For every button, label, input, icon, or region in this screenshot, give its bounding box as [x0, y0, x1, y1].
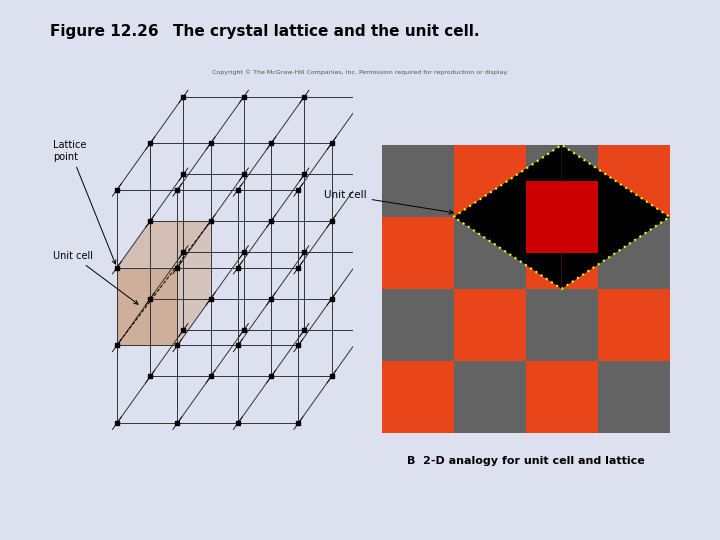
Bar: [526, 289, 598, 361]
Bar: [454, 289, 526, 361]
Bar: [526, 145, 598, 217]
Polygon shape: [562, 145, 670, 289]
Bar: [454, 361, 526, 433]
Bar: [454, 217, 526, 289]
Bar: [382, 361, 454, 433]
Polygon shape: [454, 145, 562, 289]
Text: Figure 12.26: Figure 12.26: [50, 24, 159, 39]
Bar: [598, 289, 670, 361]
Bar: [526, 361, 598, 433]
Text: Unit cell: Unit cell: [324, 190, 454, 214]
Bar: [382, 145, 454, 217]
Polygon shape: [117, 221, 211, 268]
Bar: [382, 289, 454, 361]
Text: Lattice
point: Lattice point: [53, 140, 116, 264]
Text: The crystal lattice and the unit cell.: The crystal lattice and the unit cell.: [173, 24, 480, 39]
Bar: [526, 217, 598, 289]
Bar: [526, 181, 598, 253]
Bar: [382, 217, 454, 289]
Polygon shape: [177, 221, 211, 346]
Bar: [598, 145, 670, 217]
Bar: [454, 145, 526, 217]
Polygon shape: [117, 268, 177, 346]
Bar: [598, 361, 670, 433]
Bar: [598, 217, 670, 289]
Text: B  2-D analogy for unit cell and lattice: B 2-D analogy for unit cell and lattice: [407, 456, 644, 466]
Text: Copyright © The McGraw-Hill Companies, Inc. Permission required for reproduction: Copyright © The McGraw-Hill Companies, I…: [212, 69, 508, 75]
Text: Unit cell: Unit cell: [53, 251, 138, 304]
